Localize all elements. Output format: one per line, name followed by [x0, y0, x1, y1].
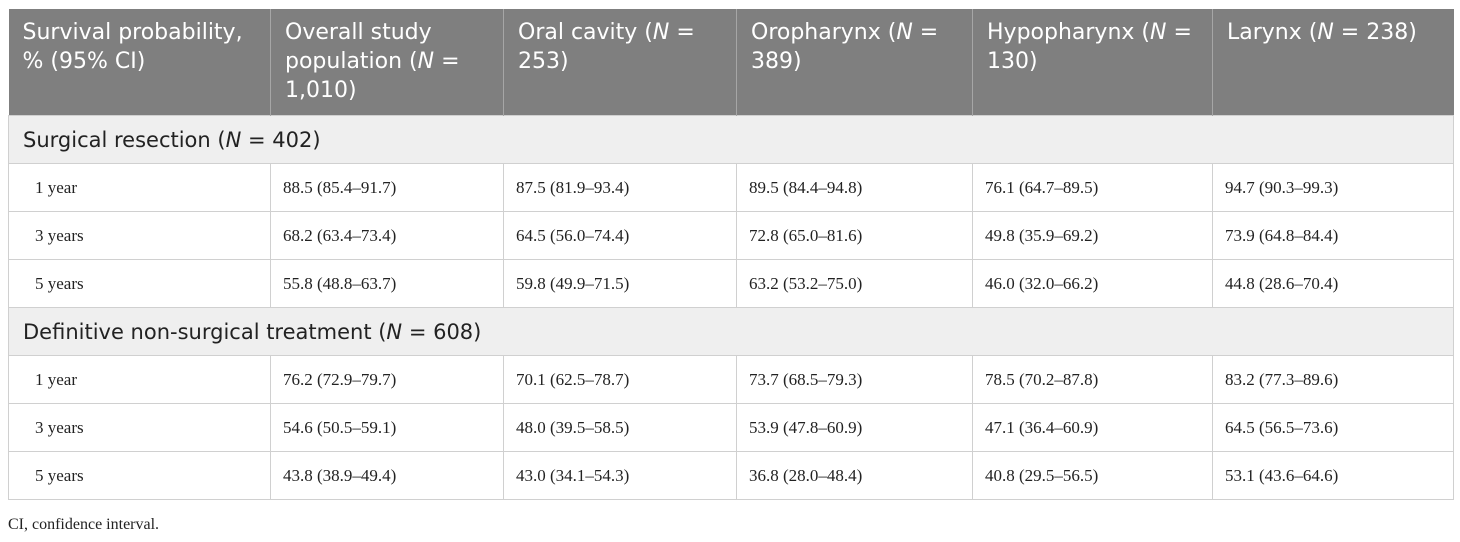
row-label: 1 year	[8, 163, 271, 212]
table-cell: 83.2 (77.3–89.6)	[1212, 355, 1454, 404]
row-label: 5 years	[8, 451, 271, 500]
section-row-surgical: Surgical resection (N = 402)	[8, 115, 1454, 164]
table-cell: 44.8 (28.6–70.4)	[1212, 259, 1454, 308]
table-cell: 64.5 (56.0–74.4)	[503, 211, 737, 260]
table-cell: 78.5 (70.2–87.8)	[972, 355, 1213, 404]
table-cell: 48.0 (39.5–58.5)	[503, 403, 737, 452]
table-cell: 72.8 (65.0–81.6)	[736, 211, 973, 260]
table-cell: 43.0 (34.1–54.3)	[503, 451, 737, 500]
table-cell: 47.1 (36.4–60.9)	[972, 403, 1213, 452]
table-cell: 73.9 (64.8–84.4)	[1212, 211, 1454, 260]
survival-table: Survival probability, % (95% CI) Overall…	[8, 9, 1454, 500]
table-cell: 76.2 (72.9–79.7)	[270, 355, 504, 404]
table-row: 3 years 54.6 (50.5–59.1) 48.0 (39.5–58.5…	[8, 403, 1454, 452]
table-header-row: Survival probability, % (95% CI) Overall…	[8, 9, 1454, 116]
table-cell: 36.8 (28.0–48.4)	[736, 451, 973, 500]
table-cell: 54.6 (50.5–59.1)	[270, 403, 504, 452]
row-label: 3 years	[8, 403, 271, 452]
table-cell: 76.1 (64.7–89.5)	[972, 163, 1213, 212]
header-larynx: Larynx (N = 238)	[1212, 9, 1454, 116]
table-row: 1 year 76.2 (72.9–79.7) 70.1 (62.5–78.7)…	[8, 355, 1454, 404]
header-survival-probability: Survival probability, % (95% CI)	[8, 9, 271, 116]
table-cell: 73.7 (68.5–79.3)	[736, 355, 973, 404]
header-hypopharynx: Hypopharynx (N = 130)	[972, 9, 1213, 116]
row-label: 5 years	[8, 259, 271, 308]
survival-table-container: Survival probability, % (95% CI) Overall…	[8, 9, 1454, 500]
section-title: Surgical resection (N = 402)	[8, 115, 1454, 164]
table-cell: 94.7 (90.3–99.3)	[1212, 163, 1454, 212]
table-cell: 55.8 (48.8–63.7)	[270, 259, 504, 308]
table-cell: 43.8 (38.9–49.4)	[270, 451, 504, 500]
row-label: 3 years	[8, 211, 271, 260]
table-row: 5 years 55.8 (48.8–63.7) 59.8 (49.9–71.5…	[8, 259, 1454, 308]
table-cell: 63.2 (53.2–75.0)	[736, 259, 973, 308]
table-cell: 87.5 (81.9–93.4)	[503, 163, 737, 212]
table-cell: 68.2 (63.4–73.4)	[270, 211, 504, 260]
header-oral-cavity: Oral cavity (N = 253)	[503, 9, 737, 116]
table-cell: 53.9 (47.8–60.9)	[736, 403, 973, 452]
table-cell: 64.5 (56.5–73.6)	[1212, 403, 1454, 452]
table-row: 1 year 88.5 (85.4–91.7) 87.5 (81.9–93.4)…	[8, 163, 1454, 212]
table-cell: 40.8 (29.5–56.5)	[972, 451, 1213, 500]
header-oropharynx: Oropharynx (N = 389)	[736, 9, 973, 116]
table-cell: 70.1 (62.5–78.7)	[503, 355, 737, 404]
table-row: 3 years 68.2 (63.4–73.4) 64.5 (56.0–74.4…	[8, 211, 1454, 260]
section-row-non-surgical: Definitive non-surgical treatment (N = 6…	[8, 307, 1454, 356]
row-label: 1 year	[8, 355, 271, 404]
table-footnote: CI, confidence interval.	[8, 516, 160, 533]
header-overall-population: Overall study population (N = 1,010)	[270, 9, 504, 116]
table-cell: 88.5 (85.4–91.7)	[270, 163, 504, 212]
table-cell: 49.8 (35.9–69.2)	[972, 211, 1213, 260]
table-cell: 46.0 (32.0–66.2)	[972, 259, 1213, 308]
table-cell: 59.8 (49.9–71.5)	[503, 259, 737, 308]
section-title: Definitive non-surgical treatment (N = 6…	[8, 307, 1454, 356]
table-cell: 89.5 (84.4–94.8)	[736, 163, 973, 212]
table-row: 5 years 43.8 (38.9–49.4) 43.0 (34.1–54.3…	[8, 451, 1454, 500]
table-cell: 53.1 (43.6–64.6)	[1212, 451, 1454, 500]
